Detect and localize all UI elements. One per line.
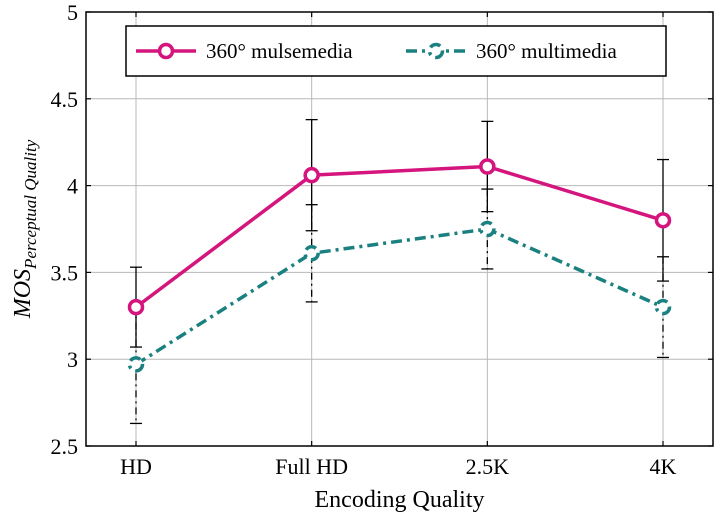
data-point [654, 212, 672, 229]
error-bars [130, 118, 669, 425]
data-point [303, 245, 320, 262]
y-tick-label: 4.5 [51, 87, 79, 112]
data-point [303, 166, 320, 184]
y-axis-label-subscript: Perceptual Quality [21, 139, 40, 270]
series-line-mulsemedia [134, 164, 664, 309]
legend: 360° mulsemedia 360° multimedia [125, 25, 667, 77]
y-axis-label-main: MOS [10, 269, 36, 319]
data-point [127, 356, 145, 373]
y-tick-label: 4 [67, 174, 78, 199]
data-point [479, 158, 496, 175]
x-tick-label: HD [120, 454, 152, 479]
legend-marker [157, 42, 175, 60]
y-tick-label: 3.5 [51, 260, 79, 285]
y-tick-label: 5 [67, 0, 78, 25]
data-point [479, 220, 496, 238]
series-line-multimedia [135, 227, 664, 366]
data-point [127, 298, 145, 316]
x-axis-label: Encoding Quality [315, 487, 485, 513]
x-tick-label: Full HD [275, 454, 348, 479]
data-point [654, 298, 672, 316]
x-tick-label: 2.5K [466, 454, 510, 479]
y-axis-label: MOSPerceptual Quality [10, 139, 40, 319]
grid-lines [86, 11, 713, 447]
y-tick-label: 2.5 [51, 434, 79, 459]
axis-ticks: 2.5 3 3.5 4 4.5 5 HD Full HD 2.5K 4K [51, 0, 713, 479]
plot-area-frame [85, 11, 714, 447]
legend-label-multimedia: 360° multimedia [476, 39, 617, 63]
data-series [127, 158, 672, 373]
x-tick-label: 4K [650, 454, 677, 479]
legend-marker [427, 42, 445, 60]
legend-box [125, 25, 667, 77]
legend-label-mulsemedia: 360° mulsemedia [206, 39, 353, 63]
y-tick-label: 3 [67, 347, 78, 372]
